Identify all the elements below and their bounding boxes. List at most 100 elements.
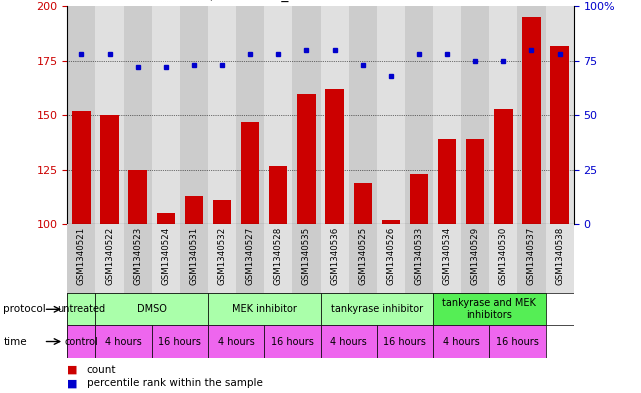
Text: time: time bbox=[3, 336, 27, 347]
Bar bbox=[292, 6, 320, 224]
Text: 16 hours: 16 hours bbox=[383, 336, 426, 347]
Text: GDS5029 / 1553987_at: GDS5029 / 1553987_at bbox=[141, 0, 303, 2]
Bar bbox=[96, 6, 124, 224]
Bar bbox=[124, 224, 152, 293]
Bar bbox=[461, 6, 489, 224]
Bar bbox=[438, 140, 456, 224]
Bar bbox=[461, 224, 489, 293]
Bar bbox=[152, 6, 180, 224]
Bar bbox=[545, 6, 574, 224]
Bar bbox=[264, 325, 320, 358]
Text: protocol: protocol bbox=[3, 304, 46, 314]
Bar bbox=[208, 6, 236, 224]
Text: tankyrase inhibitor: tankyrase inhibitor bbox=[331, 304, 423, 314]
Bar bbox=[410, 174, 428, 224]
Bar bbox=[489, 6, 517, 224]
Bar bbox=[433, 293, 545, 325]
Bar bbox=[377, 325, 433, 358]
Text: GSM1340531: GSM1340531 bbox=[189, 226, 199, 285]
Bar bbox=[349, 224, 377, 293]
Bar bbox=[405, 6, 433, 224]
Text: 16 hours: 16 hours bbox=[496, 336, 539, 347]
Bar bbox=[152, 325, 208, 358]
Text: DMSO: DMSO bbox=[137, 304, 167, 314]
Bar bbox=[381, 220, 400, 224]
Bar bbox=[433, 6, 461, 224]
Text: GSM1340533: GSM1340533 bbox=[415, 226, 424, 285]
Bar bbox=[517, 6, 545, 224]
Bar bbox=[213, 200, 231, 224]
Bar bbox=[320, 293, 433, 325]
Bar bbox=[156, 213, 175, 224]
Text: GSM1340526: GSM1340526 bbox=[387, 226, 395, 285]
Bar bbox=[236, 224, 264, 293]
Text: 16 hours: 16 hours bbox=[271, 336, 314, 347]
Bar bbox=[180, 224, 208, 293]
Text: GSM1340530: GSM1340530 bbox=[499, 226, 508, 285]
Text: control: control bbox=[65, 336, 98, 347]
Bar bbox=[433, 224, 461, 293]
Text: MEK inhibitor: MEK inhibitor bbox=[232, 304, 297, 314]
Text: GSM1340521: GSM1340521 bbox=[77, 226, 86, 285]
Bar bbox=[128, 170, 147, 224]
Text: GSM1340537: GSM1340537 bbox=[527, 226, 536, 285]
Text: untreated: untreated bbox=[57, 304, 105, 314]
Bar bbox=[96, 224, 124, 293]
Bar bbox=[67, 6, 96, 224]
Bar bbox=[551, 46, 569, 224]
Bar bbox=[236, 6, 264, 224]
Bar bbox=[101, 116, 119, 224]
Bar bbox=[405, 224, 433, 293]
Bar bbox=[96, 293, 208, 325]
Text: tankyrase and MEK
inhibitors: tankyrase and MEK inhibitors bbox=[442, 299, 537, 320]
Text: GSM1340525: GSM1340525 bbox=[358, 226, 367, 285]
Text: GSM1340524: GSM1340524 bbox=[162, 226, 171, 285]
Bar bbox=[208, 224, 236, 293]
Bar bbox=[292, 224, 320, 293]
Bar bbox=[241, 122, 260, 224]
Text: 4 hours: 4 hours bbox=[105, 336, 142, 347]
Bar bbox=[152, 224, 180, 293]
Text: GSM1340535: GSM1340535 bbox=[302, 226, 311, 285]
Bar bbox=[433, 325, 489, 358]
Text: GSM1340529: GSM1340529 bbox=[470, 226, 479, 285]
Text: 16 hours: 16 hours bbox=[158, 336, 201, 347]
Bar bbox=[67, 293, 96, 325]
Bar bbox=[349, 6, 377, 224]
Bar bbox=[297, 94, 315, 224]
Text: 4 hours: 4 hours bbox=[218, 336, 254, 347]
Bar bbox=[326, 89, 344, 224]
Text: GSM1340523: GSM1340523 bbox=[133, 226, 142, 285]
Text: GSM1340534: GSM1340534 bbox=[442, 226, 452, 285]
Bar bbox=[67, 325, 96, 358]
Bar bbox=[269, 165, 287, 224]
Bar bbox=[494, 109, 513, 224]
Bar bbox=[208, 325, 264, 358]
Bar bbox=[320, 6, 349, 224]
Bar bbox=[96, 325, 152, 358]
Text: GSM1340528: GSM1340528 bbox=[274, 226, 283, 285]
Bar bbox=[354, 183, 372, 224]
Bar bbox=[180, 6, 208, 224]
Bar bbox=[124, 6, 152, 224]
Bar bbox=[489, 325, 545, 358]
Bar bbox=[377, 6, 405, 224]
Bar bbox=[185, 196, 203, 224]
Bar bbox=[522, 17, 540, 224]
Text: percentile rank within the sample: percentile rank within the sample bbox=[87, 378, 262, 388]
Bar bbox=[320, 224, 349, 293]
Bar bbox=[545, 224, 574, 293]
Text: GSM1340536: GSM1340536 bbox=[330, 226, 339, 285]
Text: 4 hours: 4 hours bbox=[443, 336, 479, 347]
Text: GSM1340538: GSM1340538 bbox=[555, 226, 564, 285]
Text: ■: ■ bbox=[67, 378, 78, 388]
Text: GSM1340527: GSM1340527 bbox=[246, 226, 254, 285]
Bar bbox=[67, 224, 96, 293]
Bar bbox=[264, 6, 292, 224]
Bar bbox=[489, 224, 517, 293]
Text: 4 hours: 4 hours bbox=[330, 336, 367, 347]
Bar bbox=[377, 224, 405, 293]
Bar bbox=[208, 293, 320, 325]
Bar bbox=[320, 325, 377, 358]
Bar bbox=[466, 140, 485, 224]
